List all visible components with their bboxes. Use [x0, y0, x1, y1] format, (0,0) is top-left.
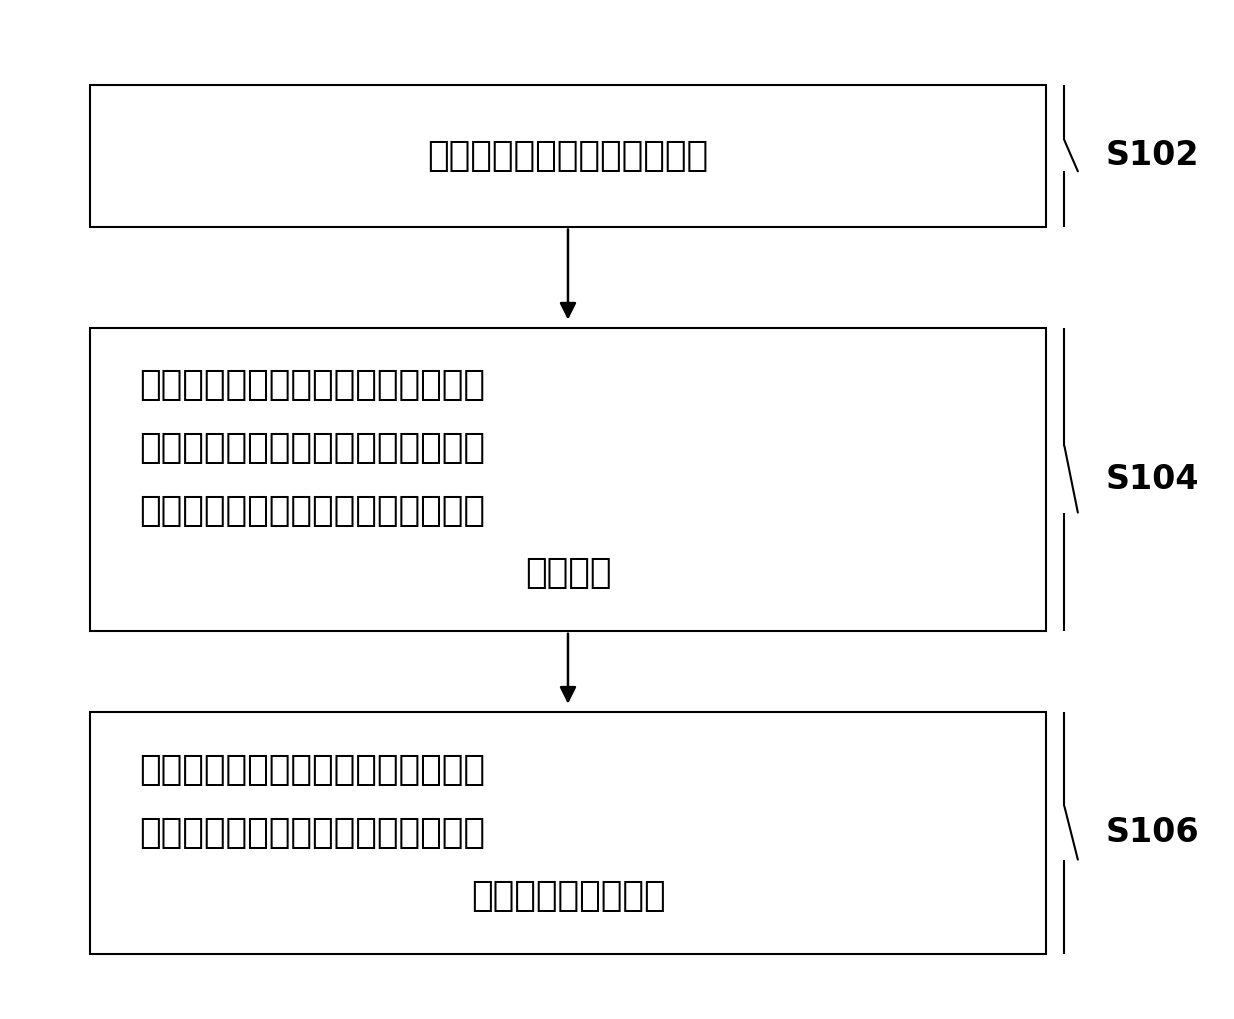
FancyBboxPatch shape — [90, 85, 1046, 226]
FancyBboxPatch shape — [90, 711, 1046, 954]
Text: S106: S106 — [1106, 816, 1199, 850]
Text: S102: S102 — [1106, 140, 1199, 172]
FancyBboxPatch shape — [90, 327, 1046, 631]
Text: 个分部分项施工工程的初始施工工艺: 个分部分项施工工程的初始施工工艺 — [139, 493, 485, 528]
Text: 过程进行模拟，得到施工过程中的各: 过程进行模拟，得到施工过程中的各 — [139, 431, 485, 465]
Text: 方案信息: 方案信息 — [524, 556, 611, 590]
Text: 基于工程信息对高桩码头工程的施工: 基于工程信息对高桩码头工程的施工 — [139, 368, 485, 403]
Text: 工程的施工工艺方案: 工程的施工工艺方案 — [470, 878, 665, 913]
Text: 程进行优化，得到各个分部分项施工: 程进行优化，得到各个分部分项施工 — [139, 816, 485, 850]
Text: 获取高桩码头工程的工程信息: 获取高桩码头工程的工程信息 — [427, 139, 708, 173]
Text: S104: S104 — [1106, 463, 1199, 495]
Text: 基于初始施工工艺方案信息对施工过: 基于初始施工工艺方案信息对施工过 — [139, 753, 485, 788]
